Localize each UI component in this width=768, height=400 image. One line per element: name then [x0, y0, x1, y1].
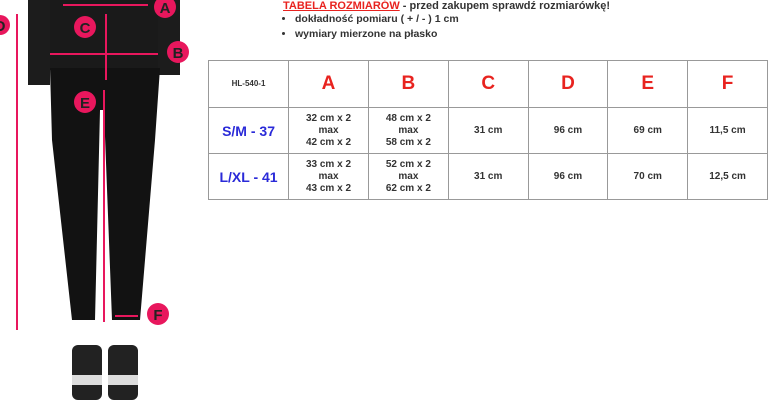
svg-text:D: D — [0, 18, 6, 35]
size-label: S/M - 37 — [207, 107, 290, 154]
leggings-measurement-figure: A B C D E F — [0, 0, 189, 400]
label-c-badge: C — [74, 16, 96, 38]
size-chart-heading: TABELA ROZMIARÓW - przed zakupem sprawdź… — [283, 0, 610, 12]
cell-b: 52 cm x 2 max 62 cm x 2 — [367, 153, 449, 200]
col-d: D — [527, 60, 609, 108]
svg-text:A: A — [160, 0, 171, 17]
svg-text:E: E — [80, 95, 90, 112]
cell-f: 12,5 cm — [687, 153, 768, 200]
col-f: F — [687, 60, 768, 108]
note-item: dokładność pomiaru ( + / - ) 1 cm — [295, 12, 459, 27]
heading-note: - przed zakupem sprawdź rozmiarówkę! — [399, 0, 610, 12]
size-chart-title: TABELA ROZMIARÓW — [283, 0, 400, 12]
label-a-badge: A — [154, 0, 176, 18]
cell-b: 48 cm x 2 max 58 cm x 2 — [367, 107, 449, 154]
col-c: C — [447, 60, 529, 108]
label-f-badge: F — [147, 303, 169, 325]
table-header-row: HL-540-1 A B C D E F — [207, 60, 768, 108]
cell-d: 96 cm — [527, 153, 609, 200]
table-row: L/XL - 41 33 cm x 2 max 43 cm x 2 52 cm x … — [207, 153, 768, 200]
cell-c: 31 cm — [447, 153, 529, 200]
label-e-badge: E — [74, 91, 96, 113]
measurement-notes: dokładność pomiaru ( + / - ) 1 cm wymiar… — [283, 12, 459, 42]
col-e: E — [607, 60, 689, 108]
product-code: HL-540-1 — [207, 60, 290, 108]
cell-e: 70 cm — [607, 153, 689, 200]
col-b: B — [367, 60, 449, 108]
cell-d: 96 cm — [527, 107, 609, 154]
label-b-badge: B — [167, 41, 189, 63]
cell-e: 69 cm — [607, 107, 689, 154]
cell-a: 33 cm x 2 max 43 cm x 2 — [288, 153, 369, 200]
note-item: wymiary mierzone na płasko — [295, 27, 459, 42]
col-a: A — [288, 60, 369, 108]
cell-f: 11,5 cm — [687, 107, 768, 154]
svg-text:F: F — [153, 307, 162, 324]
svg-text:C: C — [80, 20, 91, 37]
cell-a: 32 cm x 2 max 42 cm x 2 — [288, 107, 369, 154]
measurement-arrows — [16, 4, 158, 330]
cell-c: 31 cm — [447, 107, 529, 154]
size-label: L/XL - 41 — [207, 153, 290, 200]
svg-text:B: B — [173, 45, 184, 62]
model-silhouette — [28, 0, 180, 400]
label-d-badge: D — [0, 15, 10, 35]
table-row: S/M - 37 32 cm x 2 max 42 cm x 2 48 cm x 2… — [207, 107, 768, 154]
